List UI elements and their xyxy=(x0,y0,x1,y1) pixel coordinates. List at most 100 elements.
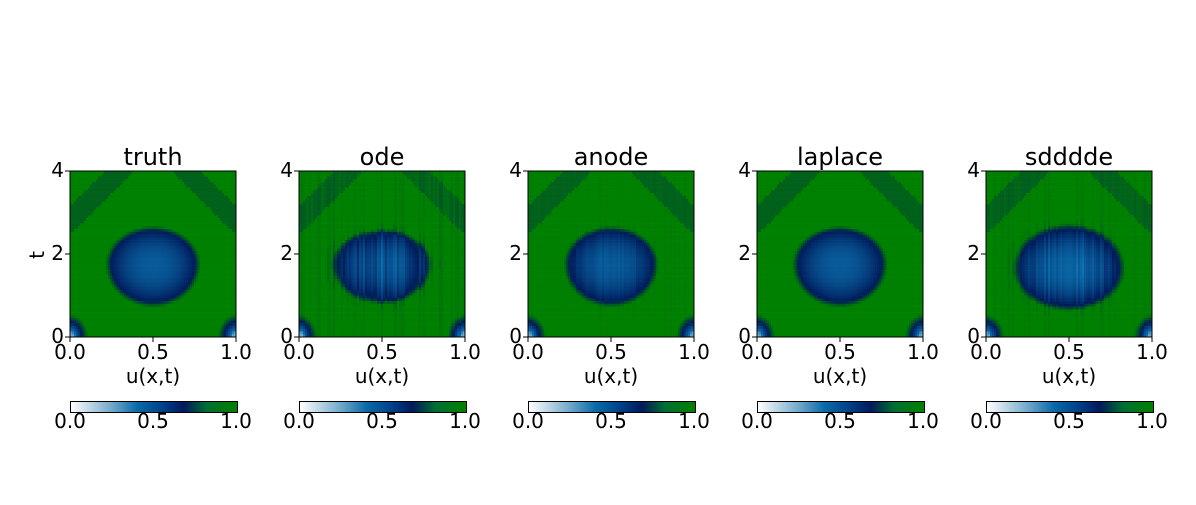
heatmap-cell xyxy=(232,182,235,186)
heatmap-cell xyxy=(234,334,237,338)
heatmap-cell xyxy=(234,331,237,335)
heatmap-cell xyxy=(234,287,237,291)
heatmap-cell xyxy=(230,289,233,294)
heatmap-cell xyxy=(230,303,233,307)
heatmap-cell xyxy=(234,248,237,252)
heatmap-cell xyxy=(234,273,237,277)
heatmap-cell xyxy=(232,270,235,274)
heatmap-cell xyxy=(234,256,237,260)
heatmap-cell xyxy=(230,256,233,260)
heatmap-cell xyxy=(234,328,237,332)
heatmap-cell xyxy=(230,223,233,227)
heatmap-cell xyxy=(232,309,235,313)
heatmap-cell xyxy=(234,303,237,307)
heatmap-cell xyxy=(232,281,235,285)
heatmap-cell xyxy=(232,173,235,177)
heatmap-cell xyxy=(234,312,237,316)
heatmap-cell xyxy=(232,231,235,235)
heatmap-cell xyxy=(234,320,237,324)
heatmap-cell xyxy=(230,273,233,277)
heatmap-cell xyxy=(230,201,233,205)
heatmap-cell xyxy=(230,218,233,222)
heatmap-cell xyxy=(232,287,235,291)
heatmap-cell xyxy=(230,254,233,258)
heatmap-cell xyxy=(230,237,233,241)
heatmap-cell xyxy=(232,314,235,318)
heatmap-cell xyxy=(230,306,233,310)
heatmap-cell xyxy=(232,204,235,208)
heatmap-cell xyxy=(230,298,233,302)
heatmap-cell xyxy=(232,190,235,194)
heatmap-cell xyxy=(230,331,233,335)
heatmap-cell xyxy=(232,303,235,307)
heatmap-cell xyxy=(234,204,237,208)
heatmap-cell xyxy=(234,195,237,199)
heatmap-cell xyxy=(232,334,235,338)
heatmap-cell xyxy=(234,220,237,224)
heatmap-cell xyxy=(232,262,235,266)
heatmap-cell xyxy=(232,201,235,205)
heatmap-cell xyxy=(234,270,237,274)
heatmap-cell xyxy=(230,173,233,177)
heatmap-cell xyxy=(232,240,235,244)
heatmap-cell xyxy=(234,234,237,238)
heatmap-cell xyxy=(230,301,233,305)
heatmap-cell xyxy=(230,184,233,188)
heatmap-cell xyxy=(234,231,237,235)
heatmap-cell xyxy=(230,320,233,324)
heatmap-cell xyxy=(234,240,237,244)
heatmap-cell xyxy=(232,278,235,282)
heatmap-cell xyxy=(232,273,235,277)
heatmap-cell xyxy=(230,182,233,186)
heatmap-cell xyxy=(232,215,235,219)
heatmap-cell xyxy=(234,198,237,202)
heatmap-cell xyxy=(234,262,237,266)
heatmap-cell xyxy=(230,193,233,197)
heatmap-cell xyxy=(232,323,235,327)
heatmap-cell xyxy=(230,190,233,194)
heatmap-cell xyxy=(234,187,237,191)
heatmap-cell xyxy=(232,320,235,324)
heatmap-cell xyxy=(230,209,233,213)
heatmap-cell xyxy=(230,287,233,291)
heatmap-cell xyxy=(234,254,237,258)
heatmap-cell xyxy=(234,226,237,230)
heatmap-cell xyxy=(232,276,235,280)
heatmap-cell xyxy=(234,215,237,219)
heatmap-cell xyxy=(232,292,235,296)
heatmap-cell xyxy=(230,176,233,180)
heatmap-cell xyxy=(234,306,237,310)
heatmap-cell xyxy=(232,245,235,249)
heatmap-cell xyxy=(230,220,233,224)
heatmap-cell xyxy=(230,267,233,271)
heatmap-cell xyxy=(232,259,235,263)
heatmap-cell xyxy=(234,229,237,233)
heatmap-cell xyxy=(232,184,235,188)
heatmap-cell xyxy=(230,284,233,288)
heatmap-cell xyxy=(232,193,235,197)
heatmap-cell xyxy=(230,234,233,238)
heatmap-cell xyxy=(232,248,235,252)
heatmap-cell xyxy=(234,212,237,216)
heatmap-cell xyxy=(230,312,233,316)
heatmap-cell xyxy=(234,325,237,329)
heatmap-cell xyxy=(234,298,237,302)
heatmap-cell xyxy=(232,206,235,211)
heatmap-cell xyxy=(230,325,233,329)
heatmap-cell xyxy=(234,309,237,313)
heatmap-cell xyxy=(232,298,235,302)
heatmap-cell xyxy=(232,229,235,233)
heatmap-cell xyxy=(230,187,233,191)
heatmap-cell xyxy=(234,292,237,296)
heatmap-cell xyxy=(232,331,235,335)
heatmap-cell xyxy=(232,254,235,258)
heatmap-cell xyxy=(230,259,233,263)
heatmap-cell xyxy=(234,173,237,177)
heatmap-cell xyxy=(234,284,237,288)
heatmap-cell xyxy=(232,267,235,271)
heatmap-cell xyxy=(234,259,237,263)
heatmap-cell xyxy=(232,179,235,183)
heatmap-cell xyxy=(234,301,237,305)
heatmap-cell xyxy=(232,328,235,332)
heatmap-cell xyxy=(230,229,233,233)
